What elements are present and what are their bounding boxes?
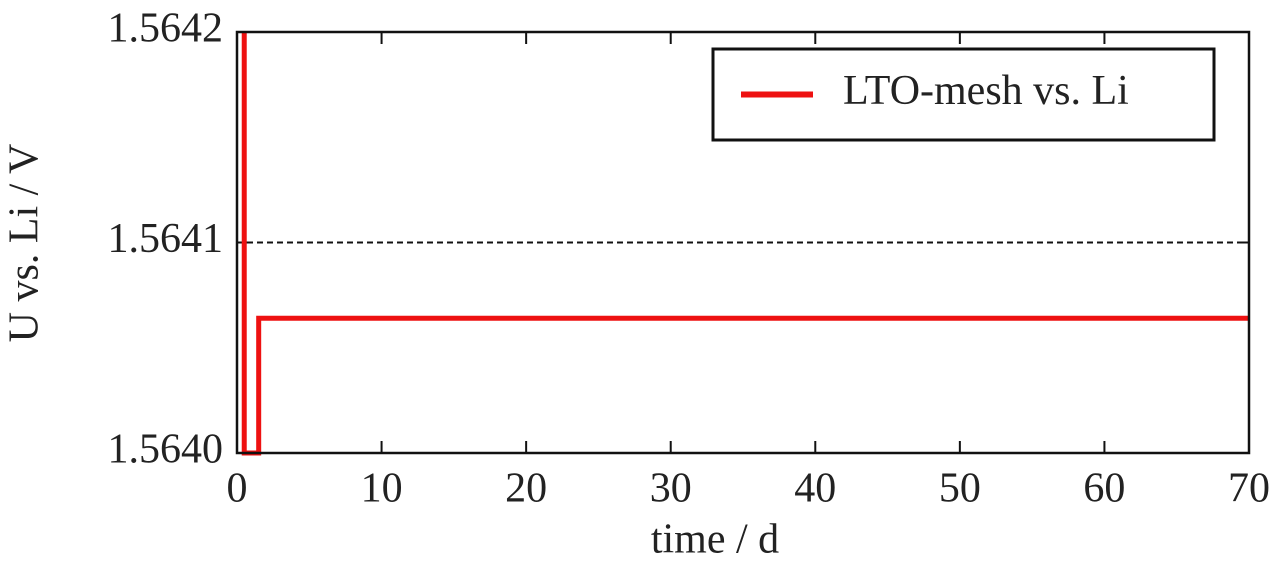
y-tick-label: 1.5642 (108, 6, 224, 52)
y-tick-label: 1.5640 (108, 427, 224, 473)
x-axis-label: time / d (651, 517, 779, 563)
x-tick-label: 70 (1228, 466, 1270, 512)
x-tick-label: 0 (227, 466, 248, 512)
legend-label: LTO-mesh vs. Li (843, 68, 1129, 114)
x-tick-label: 60 (1083, 466, 1125, 512)
x-tick-label: 50 (939, 466, 981, 512)
legend: LTO-mesh vs. Li (711, 47, 1216, 142)
plot-frame (235, 30, 1251, 455)
x-tick-label: 40 (794, 466, 836, 512)
x-tick-label: 10 (361, 466, 403, 512)
x-tick-label: 20 (505, 466, 547, 512)
y-tick-label: 1.5641 (108, 216, 224, 262)
x-tick-label: 30 (650, 466, 692, 512)
y-axis-label: U vs. Li / V (2, 144, 48, 343)
